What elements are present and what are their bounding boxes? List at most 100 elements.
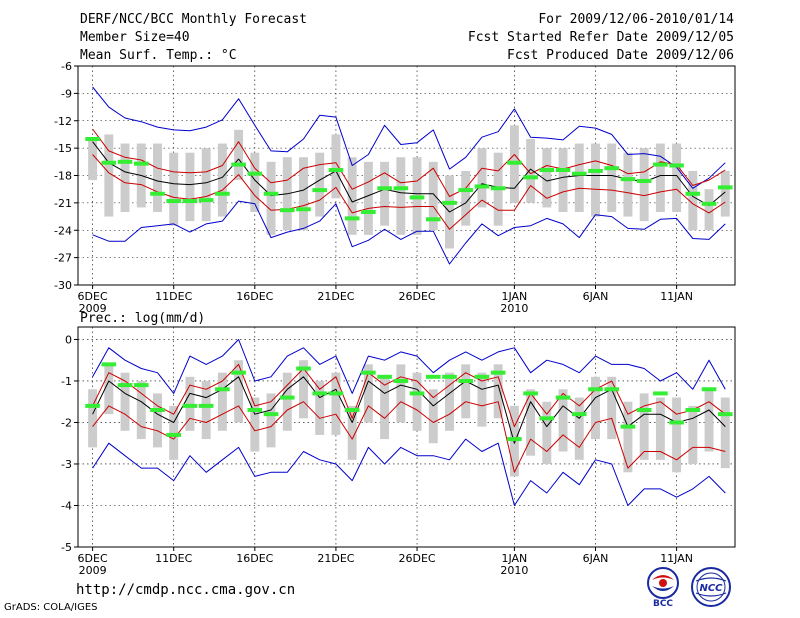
prec-upper-spread-line <box>92 363 726 428</box>
prec-box <box>477 372 487 427</box>
prec-lower-spread-line <box>92 401 726 473</box>
prec-median-marker <box>717 412 733 417</box>
prec-box <box>217 372 227 431</box>
temp-box <box>217 143 227 217</box>
prec-box <box>655 397 665 460</box>
temp-median-marker <box>263 191 279 196</box>
prec-year-label: 2009 <box>79 564 107 577</box>
temp-ytick-label: -30 <box>54 279 72 292</box>
temp-box <box>104 134 114 217</box>
prec-median-marker <box>377 374 392 379</box>
ncc-logo-text: NCC <box>699 583 723 594</box>
temp-year-label: 2010 <box>500 302 528 315</box>
prec-xtick-label: 26DEC <box>398 552 435 565</box>
temp-median-marker <box>296 207 311 212</box>
temp-box <box>655 143 665 212</box>
prec-median-marker <box>571 412 587 417</box>
prec-box <box>428 389 438 444</box>
prec-xtick-label: 6JAN <box>583 552 609 565</box>
temp-median-marker <box>85 137 100 141</box>
prec-box <box>526 389 536 456</box>
prec-ytick-label: -1 <box>61 375 72 388</box>
prec-xtick-label: 16DEC <box>236 552 273 565</box>
temp-box <box>672 143 682 212</box>
temp-ytick-label: -6 <box>61 60 72 73</box>
temp-median-marker <box>458 188 474 193</box>
temp-box <box>639 148 649 222</box>
temp-median-marker <box>133 161 149 166</box>
temp-median-marker <box>685 191 701 196</box>
member-size: Member Size=40 <box>80 30 190 45</box>
prec-median-marker <box>636 408 652 413</box>
forecast-started-date: Fcst Started Refer Date 2009/12/05 <box>467 30 734 45</box>
chart-title: DERF/NCC/BCC Monthly Forecast <box>80 12 307 27</box>
temp-xtick-label: 26DEC <box>398 290 435 303</box>
prec-median-marker <box>247 408 263 413</box>
prec-median-marker <box>117 383 133 388</box>
temp-median-marker <box>377 186 392 191</box>
prec-box <box>363 364 373 423</box>
temp-box <box>169 152 179 226</box>
prec-median-marker <box>296 366 311 371</box>
temp-xtick-label: 21DEC <box>317 290 354 303</box>
prec-median-marker <box>344 408 360 413</box>
temp-panel-frame <box>77 65 736 286</box>
prec-box <box>234 360 244 423</box>
temp-box <box>688 170 698 231</box>
prec-box <box>185 376 195 431</box>
prec-median-marker <box>490 370 506 375</box>
prec-median-marker <box>231 370 246 375</box>
temp-box <box>347 157 357 235</box>
temp-median-marker <box>507 160 522 165</box>
temp-median-marker <box>361 210 376 214</box>
temp-ytick-label: -24 <box>54 224 72 237</box>
temp-box <box>720 170 730 217</box>
temp-median-marker <box>215 191 230 196</box>
temp-xtick-label: 16DEC <box>236 290 273 303</box>
temp-xtick-label: 11DEC <box>155 290 192 303</box>
temp-box <box>591 143 600 217</box>
temp-median-marker <box>669 163 684 168</box>
prec-box <box>720 397 730 469</box>
prec-median-marker <box>669 420 684 425</box>
temp-median-marker <box>166 199 182 204</box>
temp-median-marker <box>150 191 165 196</box>
prec-median-marker <box>555 395 571 400</box>
variable-label: Mean Surf. Temp.: °C <box>80 48 237 63</box>
source-url[interactable]: http://cmdp.ncc.cma.gov.cn <box>76 582 296 598</box>
temp-box <box>380 161 390 226</box>
prec-min-line <box>92 438 726 506</box>
temp-median-marker <box>717 185 733 190</box>
prec-median-marker <box>653 391 668 396</box>
temp-ytick-label: -15 <box>54 142 72 155</box>
prec-box <box>412 372 422 431</box>
prec-median-marker <box>425 374 441 379</box>
temp-box <box>574 143 584 212</box>
prec-median-marker <box>620 424 636 429</box>
prec-box <box>201 380 211 440</box>
temp-ytick-label: -9 <box>61 87 72 100</box>
prec-median-marker <box>101 362 117 367</box>
prec-box <box>639 393 649 460</box>
temp-box <box>623 152 633 217</box>
prec-box <box>688 405 698 464</box>
temp-box <box>363 161 373 235</box>
prec-box <box>461 364 471 419</box>
prec-ytick-label: 0 <box>65 333 72 346</box>
prec-median-marker <box>85 403 100 408</box>
temp-min-line <box>92 200 726 265</box>
prec-box <box>607 376 617 440</box>
temp-box <box>607 143 617 212</box>
temp-median-marker <box>474 184 490 189</box>
temp-box <box>542 148 552 208</box>
ncc-logo: NCC <box>688 566 734 608</box>
prec-box <box>623 401 633 473</box>
temp-upper-spread-line <box>92 128 726 197</box>
prec-box <box>153 393 162 448</box>
prec-xtick-label: 6DEC <box>78 552 108 565</box>
grads-credit: GrADS: COLA/IGES <box>4 602 98 613</box>
prec-box <box>250 397 260 452</box>
prec-box <box>672 397 682 473</box>
temp-median-marker <box>701 201 717 206</box>
temp-box <box>704 189 714 231</box>
